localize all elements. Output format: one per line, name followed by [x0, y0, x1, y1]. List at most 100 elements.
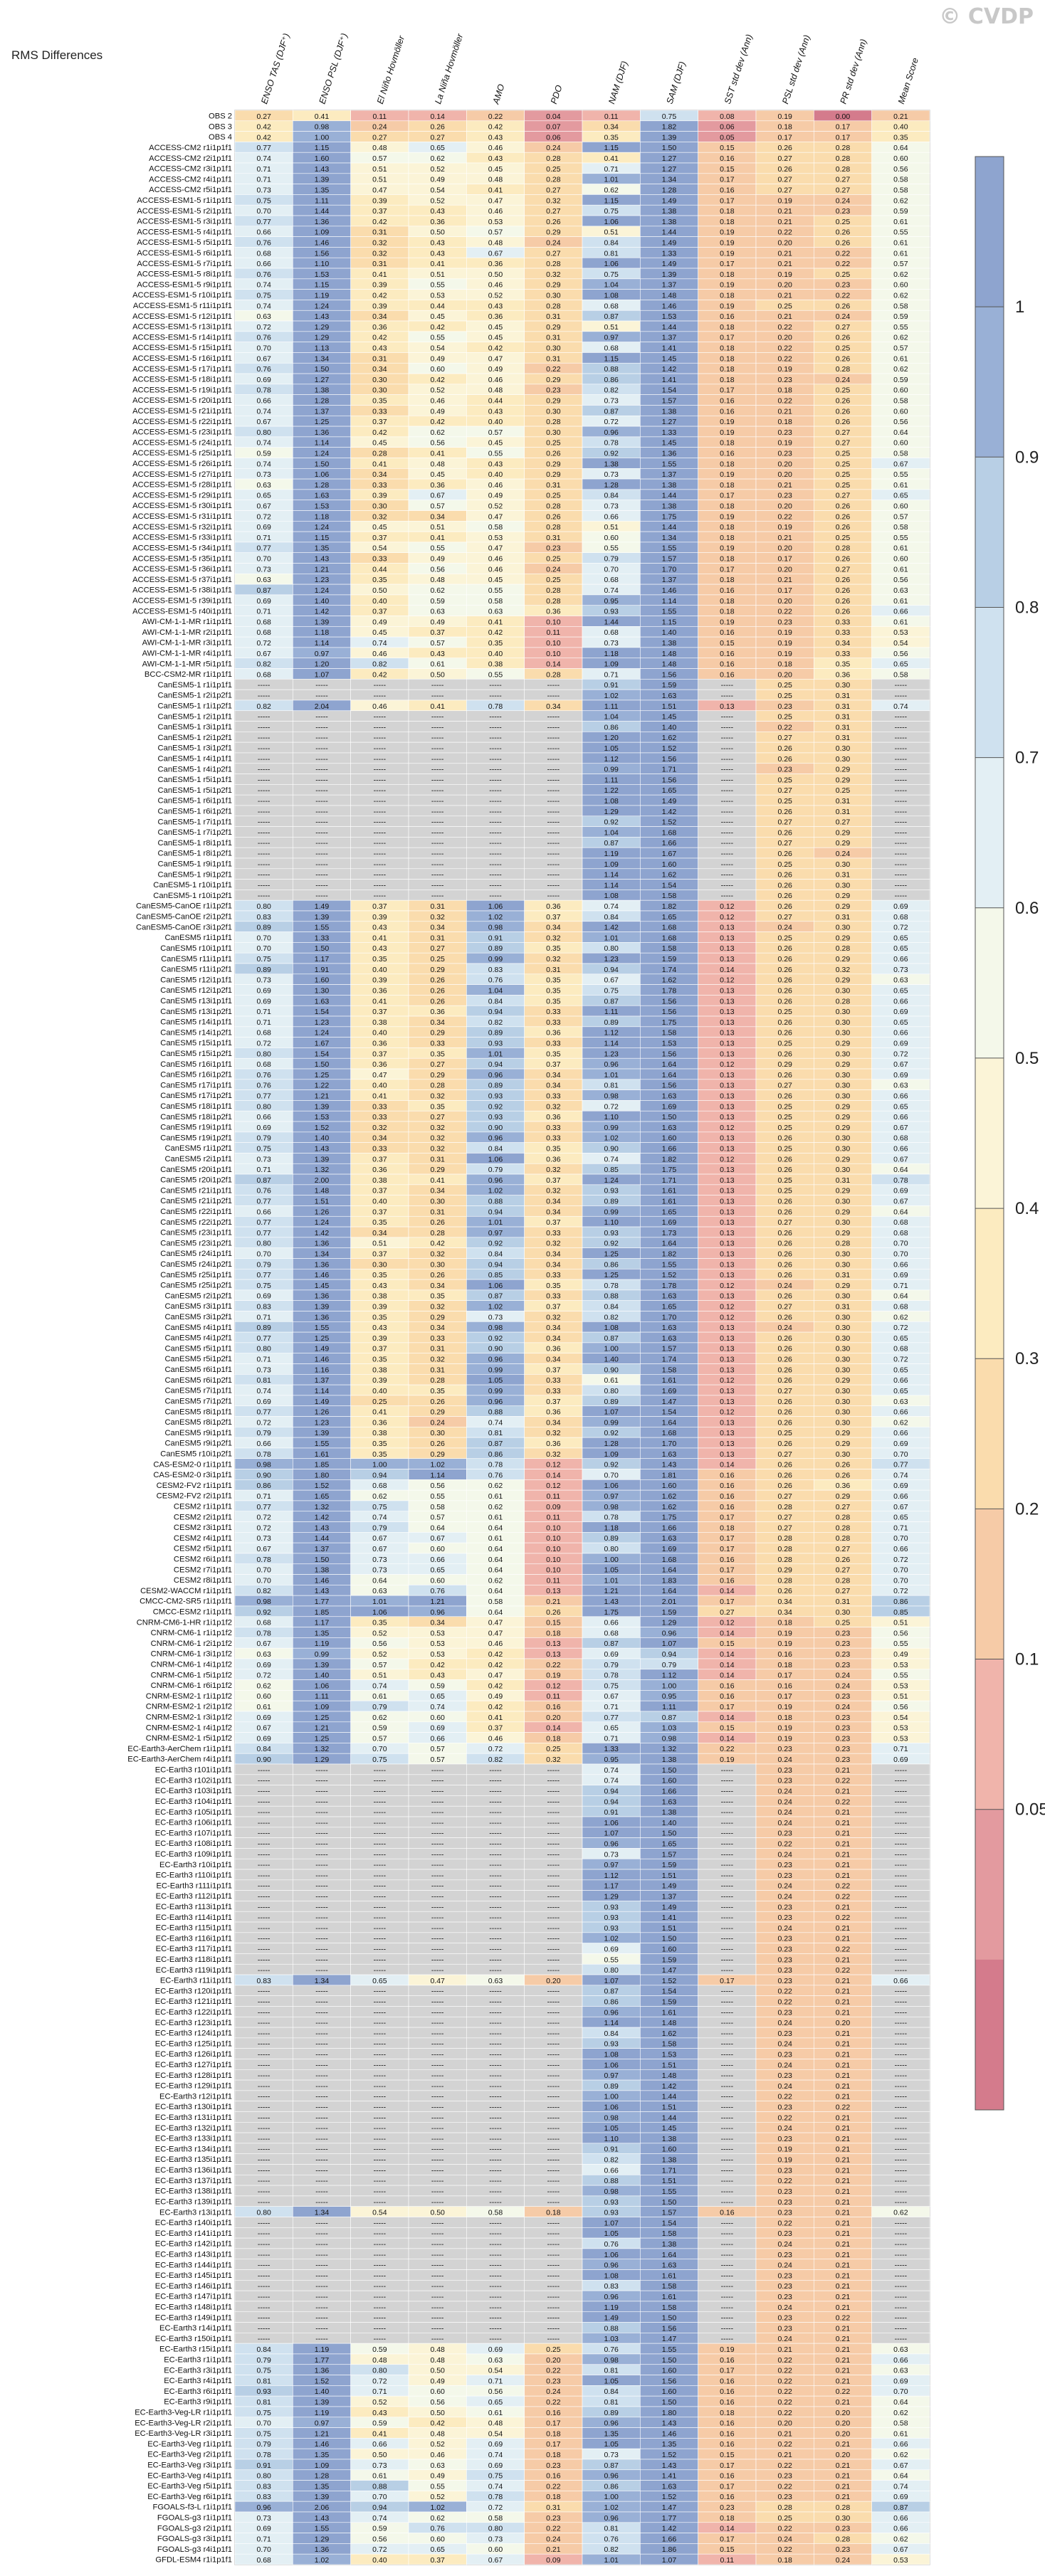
cell-value: -----	[315, 766, 328, 774]
cell-value: -----	[258, 2082, 271, 2091]
cell-value: 0.14	[720, 1461, 735, 1469]
cell-value: 0.55	[430, 1492, 445, 1501]
cell-value: 0.49	[372, 618, 387, 626]
cell-value: 0.32	[546, 270, 561, 279]
cell-value: 0.86	[256, 1482, 271, 1490]
cell-value: -----	[895, 2082, 908, 2091]
cell-value: 0.35	[372, 955, 387, 964]
cell-value: 0.36	[372, 1166, 387, 1174]
cell-value: 0.96	[604, 2293, 619, 2301]
cell-value: 0.10	[546, 1566, 561, 1575]
cell-value: 0.68	[604, 1629, 619, 1637]
cell-value: 0.18	[720, 376, 735, 384]
cell-value: -----	[721, 776, 734, 784]
cell-value: 0.29	[430, 1408, 445, 1417]
cell-value: -----	[489, 1861, 502, 1869]
cell-value: 1.06	[604, 1482, 619, 1490]
cell-value: -----	[721, 2240, 734, 2249]
cell-value: 0.83	[256, 1977, 271, 1985]
cell-value: -----	[315, 892, 328, 900]
cell-value: 0.20	[546, 1977, 561, 1985]
cell-value: 0.31	[546, 354, 561, 363]
cell-value: 0.26	[836, 1461, 851, 1469]
cell-value: 0.19	[720, 512, 735, 521]
cell-value: 0.81	[604, 1082, 619, 1090]
cell-value: 0.23	[836, 1745, 851, 1753]
cell-value: 0.66	[256, 1113, 271, 1121]
cell-value: 0.53	[893, 1682, 908, 1690]
cell-value: 0.34	[546, 1071, 561, 1080]
cell-value: 1.04	[604, 281, 619, 290]
cell-value: 0.39	[372, 1376, 387, 1385]
cell-value: 0.90	[604, 1366, 619, 1374]
cell-value: 0.28	[777, 1545, 792, 1553]
cell-value: -----	[547, 2166, 560, 2175]
cell-value: 0.25	[777, 302, 792, 310]
cell-value: 0.62	[893, 2209, 908, 2217]
cell-value: -----	[721, 2251, 734, 2259]
cell-value: -----	[489, 1850, 502, 1859]
cell-value: 0.26	[777, 1313, 792, 1321]
cell-value: 0.13	[720, 1218, 735, 1227]
cell-value: -----	[547, 839, 560, 848]
cell-value: 0.62	[893, 365, 908, 374]
cell-value: 1.15	[662, 618, 677, 626]
cell-value: 0.43	[430, 650, 445, 658]
cell-value: 0.31	[430, 902, 445, 911]
cell-value: -----	[315, 755, 328, 764]
cell-value: 0.66	[893, 1029, 908, 1038]
cell-value: 0.98	[604, 2187, 619, 2196]
cell-value: 0.16	[720, 450, 735, 458]
cell-value: -----	[489, 723, 502, 732]
cell-value: 1.07	[604, 1977, 619, 1985]
cell-value: 1.11	[604, 702, 619, 711]
cell-value: 0.27	[777, 839, 792, 848]
cell-value: 0.72	[893, 1556, 908, 1564]
cell-value: 1.34	[662, 176, 677, 184]
cell-value: -----	[431, 881, 444, 890]
cell-value: -----	[315, 808, 328, 816]
cell-value: -----	[374, 2040, 387, 2049]
cell-value: 1.39	[315, 1102, 330, 1111]
cell-value: 0.37	[546, 913, 561, 922]
cell-value: 0.25	[430, 955, 445, 964]
cell-value: 0.63	[488, 608, 503, 616]
cell-value: 0.12	[720, 1124, 735, 1132]
cell-value: -----	[315, 871, 328, 880]
cell-value: -----	[721, 2061, 734, 2069]
cell-value: -----	[374, 2187, 387, 2196]
cell-value: 0.29	[777, 1566, 792, 1575]
cell-value: -----	[721, 1766, 734, 1775]
cell-value: 0.99	[315, 1650, 330, 1659]
cell-value: -----	[315, 2282, 328, 2291]
cell-value: 1.66	[662, 1524, 677, 1532]
cell-value: 0.21	[836, 2051, 851, 2059]
cell-value: 0.21	[777, 407, 792, 416]
cell-value: 0.31	[546, 534, 561, 542]
cell-value: 0.90	[256, 1471, 271, 1479]
cell-value: 0.22	[777, 608, 792, 616]
cell-value: -----	[721, 766, 734, 774]
cell-value: 0.56	[893, 165, 908, 174]
cell-value: 0.16	[720, 1682, 735, 1690]
cell-value: 0.62	[893, 334, 908, 342]
cell-value: -----	[489, 892, 502, 900]
cell-value: 0.84	[488, 997, 503, 1005]
cell-value: 0.28	[836, 365, 851, 374]
cell-value: 0.38	[372, 1292, 387, 1301]
cell-value: 1.21	[604, 1587, 619, 1595]
cell-value: 0.25	[777, 1039, 792, 1047]
cell-value: -----	[489, 755, 502, 764]
cell-value: 1.43	[604, 1598, 619, 1606]
cell-value: -----	[721, 2198, 734, 2207]
cell-value: 0.58	[430, 1503, 445, 1511]
cell-value: 0.13	[546, 1640, 561, 1648]
cell-value: 0.30	[430, 1260, 445, 1269]
cell-value: 0.21	[836, 2219, 851, 2227]
cell-value: -----	[315, 2082, 328, 2091]
cell-value: 0.60	[893, 386, 908, 395]
cell-value: -----	[489, 1955, 502, 1964]
cell-value: 0.21	[836, 2113, 851, 2122]
cell-value: -----	[547, 1850, 560, 1859]
cell-value: -----	[721, 1935, 734, 1943]
